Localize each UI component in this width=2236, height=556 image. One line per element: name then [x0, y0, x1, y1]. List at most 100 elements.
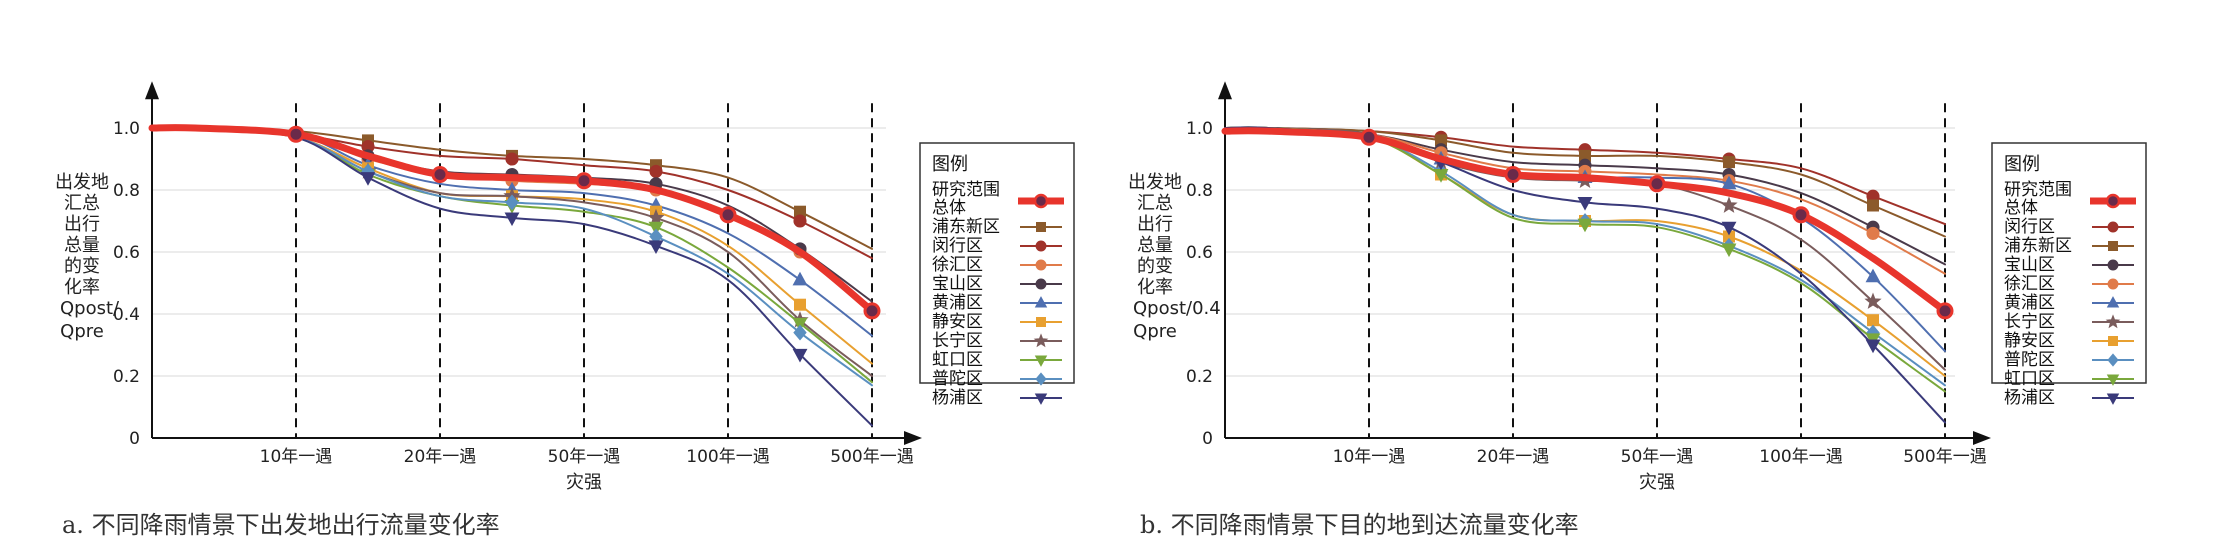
panel-a-y-axis-arrow: [145, 81, 159, 100]
panel-b-legend-marker: [2107, 221, 2119, 233]
panel-a-series-point: [287, 125, 305, 143]
panel-a-legend-label: 长宁区: [932, 331, 983, 351]
panel-a-y-tick-label: 0.6: [113, 243, 140, 263]
panel-a-series-line: [148, 124, 876, 315]
panel-a-series-point: [794, 298, 806, 311]
panel-a-legend-label: 徐汇区: [932, 255, 983, 275]
panel-a-series-start: [149, 125, 155, 131]
panel-a-series-point: [793, 324, 807, 341]
panel-a-legend-marker: [1035, 372, 1047, 386]
panel-b-y-axis-arrow: [1218, 81, 1232, 100]
panel-a-y-axis-ratio-bottom: Qpre: [60, 321, 104, 342]
panel-b-series-point: [1648, 175, 1666, 193]
panel-a-x-tick-label: 500年一遇: [830, 447, 913, 467]
panel-b-y-tick-label: 1.0: [1186, 119, 1213, 139]
panel-b-x-tick-label: 50年一遇: [1621, 447, 1694, 467]
panel-a-legend-marker: [1034, 296, 1048, 308]
panel-a-series-point: [792, 317, 808, 332]
panel-a-series-point: [505, 152, 519, 166]
panel-b-series-point: [1936, 302, 1954, 320]
panel-b-legend-marker: [2105, 314, 2121, 329]
panel-b-series-point: [1360, 128, 1378, 146]
panel-b-x-tick-label: 500年一遇: [1903, 447, 1986, 467]
panel-b-y-axis-label: 出发地: [1128, 172, 1182, 193]
panel-b-y-tick-label: 0.8: [1186, 181, 1213, 201]
panel-a-legend-marker: [1033, 193, 1049, 209]
panel-a-series-point: [863, 302, 881, 320]
panel-a-legend-label: 浦东新区: [932, 217, 1000, 237]
panel-b-legend-label: 研究范围: [2004, 180, 2072, 200]
panel-b-series-point: [1865, 339, 1881, 354]
panel-b-series-point: [1723, 156, 1735, 169]
panel-b-legend-label: 普陀区: [2004, 350, 2055, 370]
panel-a-chart: 0 0.2 0.4 0.6 0.8 1.0 10年一遇 20年一遇 50年一遇 100年一遇 500…: [55, 81, 922, 539]
panel-a-legend-label: 研究范围: [932, 180, 1000, 200]
panel-b-legend-marker: [2108, 241, 2118, 251]
panel-b-legend-marker: [2106, 374, 2120, 386]
panel-a-x-axis-label: 灾强: [566, 472, 602, 493]
panel-b-series-point: [1721, 175, 1737, 190]
panel-a-legend-label: 虹口区: [932, 350, 983, 370]
panel-b-x-axis-label: 灾强: [1639, 472, 1675, 493]
panel-a-legend-marker: [1035, 259, 1047, 271]
panel-b-legend-marker: [2105, 193, 2121, 209]
panel-b-legend-title: 图例: [2004, 154, 2040, 175]
panel-b-series-start: [1222, 128, 1228, 135]
panel-b-legend-marker: [2107, 278, 2119, 290]
panel-a-legend-marker: [1036, 222, 1046, 232]
panel-a-legend-label: 宝山区: [932, 274, 983, 294]
panel-b-legend-label: 虹口区: [2004, 369, 2055, 389]
panel-b-x-tick-label: 10年一遇: [1333, 447, 1406, 467]
panel-b-legend-label: 长宁区: [2004, 312, 2055, 332]
panel-a-series-point: [648, 221, 664, 236]
panel-a-legend-label: 静安区: [932, 312, 983, 332]
panel-a-y-axis-label: 化率: [64, 277, 100, 298]
panel-a-legend-label: 闵行区: [932, 236, 983, 256]
panel-a-series-line: [151, 126, 873, 387]
panel-a-x-tick-label: 10年一遇: [260, 447, 333, 467]
panel-b-series-point: [1721, 243, 1737, 258]
panel-b-series-point: [1864, 292, 1882, 309]
panel-b-x-tick-label: 20年一遇: [1477, 447, 1550, 467]
panel-b-series-point: [1504, 166, 1522, 183]
panel-a-caption: a. 不同降雨情景下出发地出行流量变化率: [62, 511, 500, 539]
panel-a-legend-marker: [1033, 333, 1049, 348]
panel-a-series-point: [431, 166, 449, 183]
panel-b-legend-label: 徐汇区: [2004, 274, 2055, 294]
panel-b-y-axis-label: 化率: [1137, 277, 1173, 298]
panel-a-series-point: [793, 214, 807, 228]
panel-a-series-point: [505, 194, 519, 211]
panel-a-y-axis-label: 的变: [64, 256, 100, 277]
panel-b-series-point: [1721, 221, 1737, 236]
panel-a-legend-marker: [1034, 355, 1048, 367]
panel-a-y-tick-label: 0.8: [113, 181, 140, 201]
panel-b-legend-label: 杨浦区: [2004, 388, 2055, 408]
panel-a-series-point: [792, 348, 808, 363]
panel-a-series-point: [647, 208, 665, 226]
panel-a-series-point: [792, 271, 808, 286]
panel-b-legend-marker: [2107, 259, 2119, 271]
panel-a-legend-marker: [1035, 278, 1047, 290]
panel-b-legend-marker: [2106, 296, 2120, 308]
panel-b-y-tick-label: 0.2: [1186, 367, 1213, 387]
panel-b-y-axis-label: 的变: [1137, 256, 1173, 277]
panel-b-y-axis-label: 总量: [1137, 235, 1173, 256]
panel-a-series-point: [649, 164, 663, 178]
panel-a-legend-marker: [1035, 240, 1047, 252]
panel-b-y-tick-label: 0: [1202, 429, 1213, 449]
panel-b-x-axis-arrow: [1973, 431, 1991, 445]
panel-a-legend-marker: [1036, 317, 1046, 327]
panel-b-legend-marker: [2107, 353, 2119, 367]
panel-a-series-point: [719, 206, 737, 224]
panel-b-series-point: [1865, 268, 1881, 283]
panel-a-y-axis-ratio-top: Qpost/: [60, 298, 120, 319]
panel-b-series-point: [1720, 196, 1738, 213]
panel-a-legend-title: 图例: [932, 154, 968, 175]
panel-a-x-tick-label: 50年一遇: [548, 447, 621, 467]
panel-b-y-tick-label: 0.6: [1186, 243, 1213, 263]
panel-b-y-axis-ratio-top: Qpost/0.4: [1133, 298, 1221, 319]
panel-a-y-tick-label: 1.0: [113, 119, 140, 139]
panel-b-caption: b. 不同降雨情景下目的地到达流量变化率: [1140, 511, 1579, 539]
panel-a-y-tick-label: 0: [129, 429, 140, 449]
